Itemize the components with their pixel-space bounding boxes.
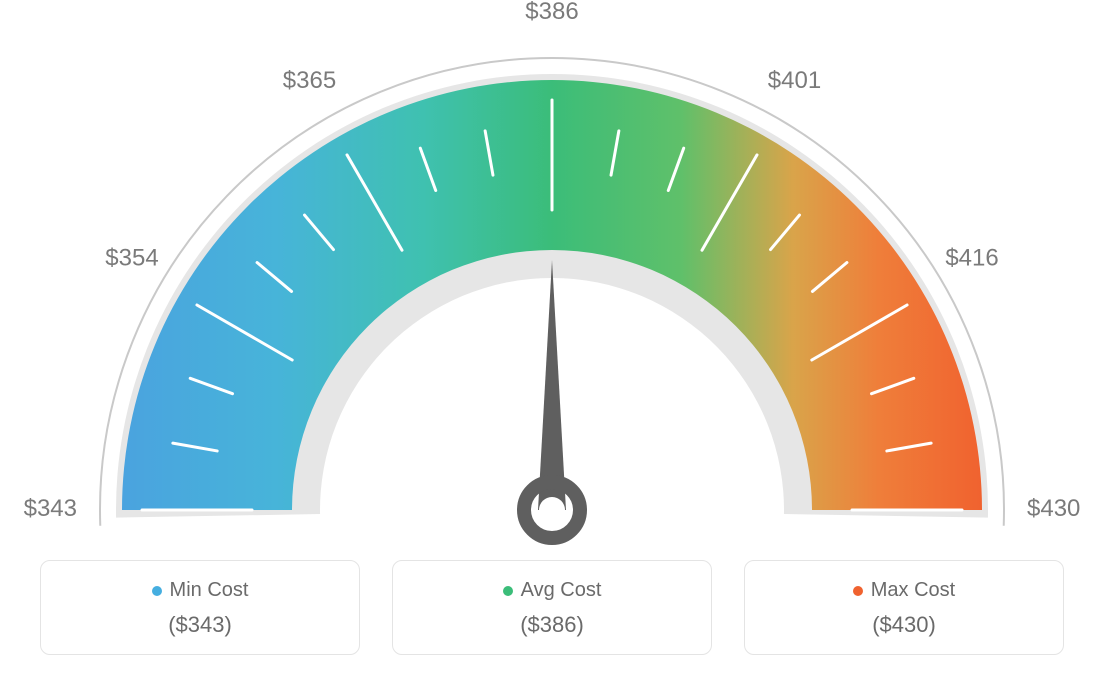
gauge-chart: $343 $354 $365 $386 $401 $416 $430 [0, 0, 1104, 550]
legend-row: Min Cost ($343) Avg Cost ($386) Max Cost… [0, 560, 1104, 655]
svg-text:$343: $343 [24, 495, 77, 522]
legend-value-min: ($343) [51, 612, 349, 638]
svg-text:$354: $354 [105, 245, 158, 272]
legend-title-avg: Avg Cost [503, 579, 602, 602]
legend-card-avg: Avg Cost ($386) [392, 560, 712, 655]
svg-text:$401: $401 [768, 67, 821, 94]
legend-title-min: Min Cost [152, 579, 249, 602]
legend-label-min: Min Cost [170, 579, 249, 602]
legend-label-avg: Avg Cost [521, 579, 602, 602]
svg-text:$416: $416 [945, 245, 998, 272]
legend-dot-max [853, 586, 863, 596]
legend-title-max: Max Cost [853, 579, 955, 602]
svg-text:$365: $365 [283, 67, 336, 94]
legend-card-min: Min Cost ($343) [40, 560, 360, 655]
svg-text:$386: $386 [525, 0, 578, 25]
legend-dot-min [152, 586, 162, 596]
legend-card-max: Max Cost ($430) [744, 560, 1064, 655]
legend-value-max: ($430) [755, 612, 1053, 638]
legend-dot-avg [503, 586, 513, 596]
svg-text:$430: $430 [1027, 495, 1080, 522]
legend-label-max: Max Cost [871, 579, 955, 602]
gauge-svg: $343 $354 $365 $386 $401 $416 $430 [0, 0, 1104, 550]
legend-value-avg: ($386) [403, 612, 701, 638]
